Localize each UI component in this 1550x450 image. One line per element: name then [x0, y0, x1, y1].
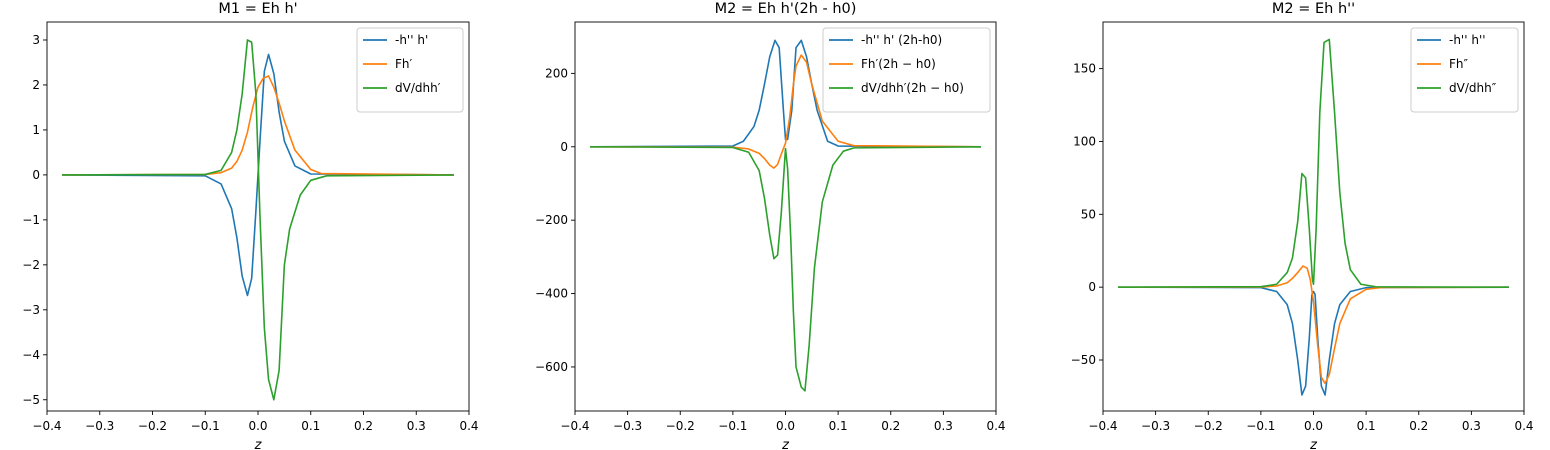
x-tick-label: 0.2	[1409, 419, 1428, 433]
chart-panel-3: −0.4 −0.3 −0.2 −0.1 0.0 0.1 0.2 0.3 0.4 −50 0 50 100…	[1071, 1, 1534, 450]
legend-label: dV/dhh″	[1449, 81, 1497, 95]
y-tick-label: −400	[535, 287, 568, 301]
x-tick-label: 0.1	[1357, 419, 1376, 433]
y-tick-label: −5	[22, 393, 40, 407]
legend: -h'' h'' Fh″ dV/dhh″	[1410, 27, 1519, 113]
y-tick-label: −50	[1071, 353, 1096, 367]
x-tick-label: −0.3	[1141, 419, 1170, 433]
chart-panel-1: −0.4 −0.3 −0.2 −0.1 0.0 0.1 0.2 0.3 0.4 −5 −4 −3 −2 −…	[22, 1, 478, 450]
x-tick-label: 0.3	[407, 419, 426, 433]
x-tick-label: 0.2	[881, 419, 900, 433]
x-tick-label: 0.1	[829, 419, 848, 433]
x-tick-label: −0.2	[138, 419, 167, 433]
y-tick-label: −2	[22, 258, 40, 272]
legend-box	[1410, 27, 1519, 113]
y-tick-label: 1	[32, 123, 40, 137]
x-tick-label: −0.3	[85, 419, 114, 433]
y-tick-label: 100	[1073, 134, 1096, 148]
x-tick-label: −0.1	[718, 419, 747, 433]
series-lines	[62, 39, 454, 401]
x-tick-label: 0.0	[1304, 419, 1323, 433]
legend-label: Fh″	[1449, 57, 1469, 71]
chart-title: M2 = Eh h''	[1272, 1, 1355, 17]
x-tick-label: 0.4	[1514, 419, 1533, 433]
series-line-3	[1117, 38, 1510, 288]
legend-label: -h'' h'	[395, 33, 428, 47]
series-line-2	[62, 75, 454, 176]
y-tick-label: 50	[1081, 207, 1096, 221]
x-axis-label: z	[1309, 438, 1318, 450]
x-axis-label: z	[781, 438, 790, 450]
legend: -h'' h' Fh′ dV/dhh′	[356, 27, 464, 113]
legend-label: Fh′(2h − h0)	[861, 57, 936, 71]
y-tick-label: 3	[32, 33, 40, 47]
y-tick-label: 0	[32, 168, 40, 182]
x-tick-label: −0.1	[191, 419, 220, 433]
legend-label: -h'' h' (2h-h0)	[861, 33, 942, 47]
x-tick-label: −0.1	[1246, 419, 1275, 433]
y-tick-label: 2	[32, 78, 40, 92]
y-tick-label: −200	[535, 213, 568, 227]
x-tick-label: −0.4	[1088, 419, 1117, 433]
series-line-2	[589, 54, 982, 169]
x-tick-label: −0.4	[560, 419, 589, 433]
legend-label: -h'' h''	[1449, 33, 1486, 47]
legend-box	[356, 27, 464, 113]
chart-panel-2: −0.4 −0.3 −0.2 −0.1 0.0 0.1 0.2 0.3 0.4 −600 −400 −…	[535, 1, 1006, 450]
series-line-3	[589, 145, 982, 392]
y-tick-label: −4	[22, 348, 40, 362]
x-tick-label: 0.0	[248, 419, 267, 433]
x-tick-label: −0.4	[32, 419, 61, 433]
y-tick-label: 200	[545, 66, 568, 80]
x-tick-label: −0.2	[1194, 419, 1223, 433]
x-tick-label: 0.2	[354, 419, 373, 433]
x-tick-label: 0.1	[301, 419, 320, 433]
legend-box	[822, 27, 991, 113]
y-tick-label: 0	[560, 140, 568, 154]
chart-title: M2 = Eh h'(2h - h0)	[715, 1, 857, 17]
x-tick-label: 0.4	[459, 419, 478, 433]
x-tick-label: 0.3	[1462, 419, 1481, 433]
x-tick-label: −0.2	[666, 419, 695, 433]
legend-label: dV/dhh′(2h − h0)	[861, 81, 964, 95]
x-axis-label: z	[254, 438, 263, 450]
series-line-3	[62, 39, 454, 401]
y-tick-label: −600	[535, 360, 568, 374]
series-lines	[589, 39, 982, 392]
x-tick-label: 0.0	[776, 419, 795, 433]
y-tick-label: 0	[1088, 280, 1096, 294]
y-tick-label: 150	[1073, 62, 1096, 76]
chart-title: M1 = Eh h'	[218, 1, 297, 17]
y-tick-label: −3	[22, 303, 40, 317]
y-tick-label: −1	[22, 213, 40, 227]
x-tick-label: −0.3	[613, 419, 642, 433]
legend: -h'' h' (2h-h0) Fh′(2h − h0) dV/dhh′(2h − …	[822, 27, 991, 113]
legend-label: Fh′	[395, 57, 413, 71]
series-line-1	[1117, 286, 1510, 396]
legend-label: dV/dhh′	[395, 81, 441, 95]
x-tick-label: 0.4	[986, 419, 1005, 433]
x-tick-label: 0.3	[934, 419, 953, 433]
series-lines	[1117, 38, 1510, 396]
series-line-2	[1117, 265, 1510, 385]
